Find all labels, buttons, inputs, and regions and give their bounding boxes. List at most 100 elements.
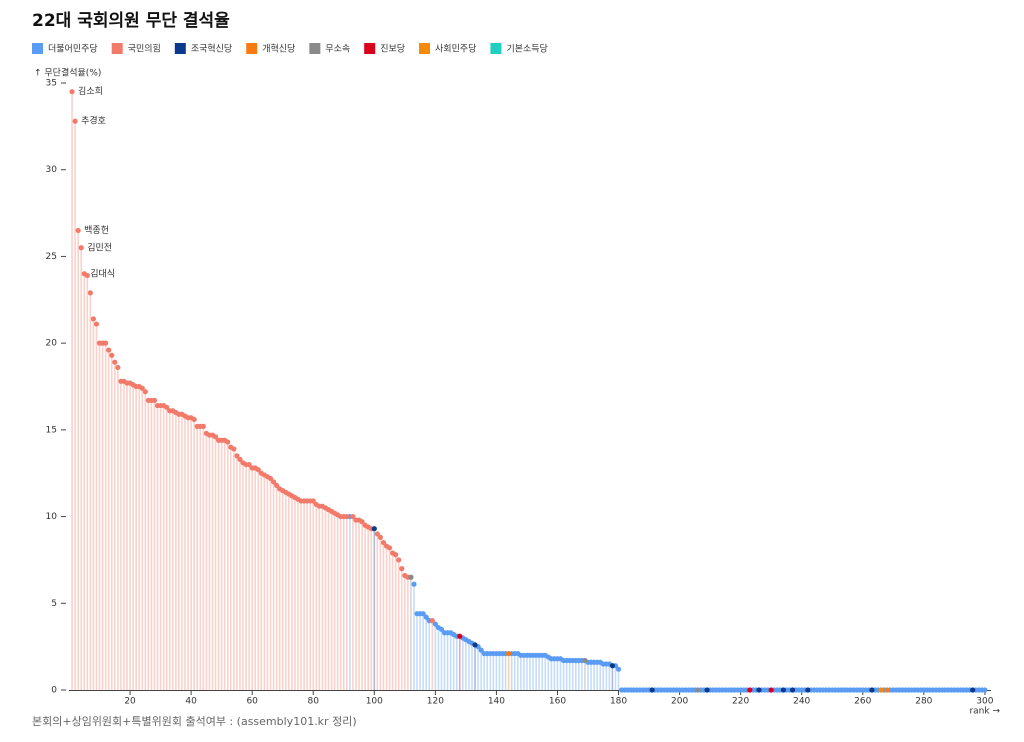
point xyxy=(115,364,121,371)
point xyxy=(438,626,445,632)
point xyxy=(234,453,240,459)
legend-label: 더불어민주당 xyxy=(48,44,98,55)
x-axis-label: rank → xyxy=(969,707,1000,717)
point xyxy=(695,687,701,693)
point xyxy=(377,534,384,540)
point xyxy=(106,347,112,353)
legend-swatch xyxy=(419,43,431,54)
point xyxy=(164,404,170,410)
point xyxy=(103,340,109,346)
y-axis-label: ↑ 무단결석율(%) xyxy=(34,68,101,79)
point xyxy=(380,539,387,546)
legend-swatch xyxy=(309,43,321,54)
y-tick-label: 35 xyxy=(46,79,57,89)
point xyxy=(780,687,786,693)
point xyxy=(84,272,90,279)
point xyxy=(582,657,588,664)
point xyxy=(506,650,512,657)
point xyxy=(609,663,616,669)
point xyxy=(237,456,243,462)
point xyxy=(869,687,875,693)
x-tick-label: 120 xyxy=(427,697,444,707)
y-tick-label: 25 xyxy=(46,252,57,262)
point xyxy=(267,475,274,482)
point xyxy=(472,642,478,648)
annotation: 추경호 xyxy=(81,115,106,127)
point xyxy=(93,321,100,327)
point xyxy=(704,687,710,693)
point xyxy=(191,416,197,423)
point xyxy=(747,687,753,693)
legend-label: 무소속 xyxy=(325,44,350,55)
point xyxy=(151,397,158,403)
legend-label: 진보당 xyxy=(380,44,405,55)
y-tick-label: 0 xyxy=(51,686,57,696)
point xyxy=(231,446,237,452)
point xyxy=(408,574,414,580)
legend-swatch xyxy=(490,43,502,54)
point xyxy=(457,633,463,639)
x-tick-label: 200 xyxy=(671,697,688,707)
point xyxy=(246,461,252,468)
y-tick-label: 15 xyxy=(46,425,57,435)
point xyxy=(393,552,399,558)
annotation: 김소희 xyxy=(78,85,103,97)
legend-label: 기본소득당 xyxy=(506,44,547,55)
x-tick-label: 260 xyxy=(854,697,871,707)
point xyxy=(200,423,206,429)
legend-swatch xyxy=(32,43,43,54)
x-tick-label: 100 xyxy=(366,697,383,707)
point xyxy=(420,611,426,617)
y-tick-label: 5 xyxy=(51,599,57,609)
y-tick-label: 30 xyxy=(46,165,58,175)
legend-label: 국민의힘 xyxy=(128,44,161,55)
x-tick-label: 40 xyxy=(185,697,197,707)
point xyxy=(69,89,75,95)
point xyxy=(112,359,118,365)
point xyxy=(225,439,231,445)
point xyxy=(756,687,762,693)
point xyxy=(478,647,484,653)
point xyxy=(374,531,380,537)
point xyxy=(805,687,811,693)
point xyxy=(78,245,84,251)
legend-swatch xyxy=(111,43,123,54)
y-tick-label: 20 xyxy=(46,339,58,349)
x-tick-label: 240 xyxy=(793,697,810,707)
point xyxy=(423,614,429,620)
legend-swatch xyxy=(364,43,376,54)
chart-title: 22대 국회의원 무단 결석율 xyxy=(32,11,230,31)
x-tick-label: 160 xyxy=(549,697,566,707)
point xyxy=(87,290,93,296)
annotation: 백종헌 xyxy=(84,225,109,236)
x-tick-label: 140 xyxy=(488,697,505,707)
point xyxy=(359,519,365,525)
annotation: 김대식 xyxy=(90,267,115,279)
point xyxy=(310,498,316,504)
point xyxy=(72,118,78,124)
point xyxy=(399,566,405,572)
point xyxy=(75,227,81,234)
point xyxy=(970,687,976,693)
x-tick-label: 280 xyxy=(915,697,932,707)
point xyxy=(350,513,356,520)
x-tick-label: 60 xyxy=(246,697,258,707)
legend-label: 사회민주당 xyxy=(435,44,476,55)
x-tick-label: 180 xyxy=(610,697,627,707)
point xyxy=(142,389,148,395)
x-tick-label: 20 xyxy=(124,697,136,707)
legend-label: 개혁신당 xyxy=(262,44,295,55)
point xyxy=(615,666,622,672)
legend-swatch xyxy=(174,43,186,54)
y-tick-label: 10 xyxy=(46,512,58,522)
point xyxy=(429,618,435,624)
legend-label: 조국혁신당 xyxy=(191,44,232,55)
x-tick-label: 300 xyxy=(976,697,993,707)
footnote: 본회의+상임위원회+특별위원회 출석여부 : (assembly101.kr 정… xyxy=(32,715,357,728)
point xyxy=(109,352,115,358)
point xyxy=(411,581,417,587)
x-tick-label: 220 xyxy=(732,697,749,707)
point xyxy=(344,513,350,520)
point xyxy=(878,687,884,693)
point xyxy=(139,385,145,391)
